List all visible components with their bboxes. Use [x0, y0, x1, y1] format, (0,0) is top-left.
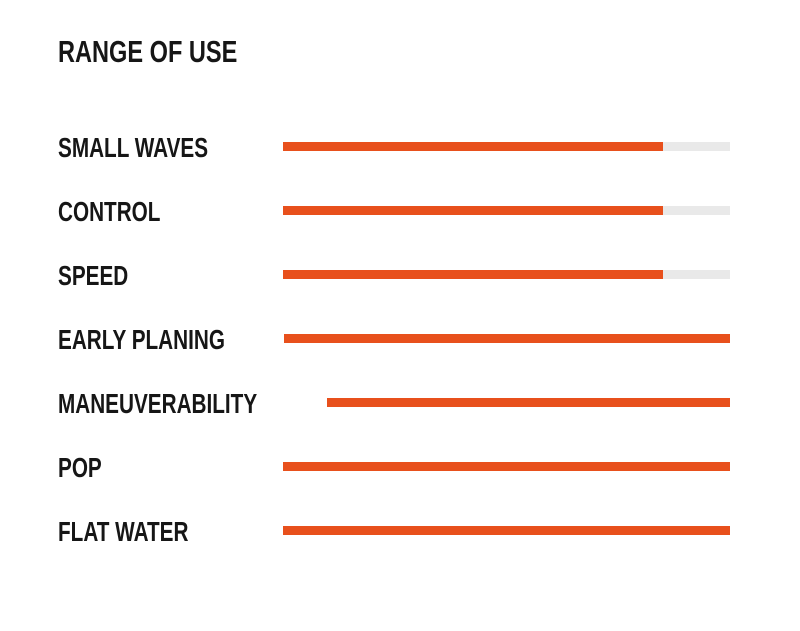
rating-bar-track [283, 525, 730, 535]
rating-bar-track [283, 141, 730, 151]
rating-bar-track [283, 269, 730, 279]
rating-row-label: EARLY PLANING [58, 324, 225, 355]
rating-rows: SMALL WAVES CONTROL SPEED EARLY PLANING [58, 116, 730, 564]
rating-bar-fill [283, 141, 663, 151]
rating-row-label: SMALL WAVES [58, 132, 209, 163]
rating-bar-track [283, 333, 730, 343]
rating-row: SPEED [58, 244, 730, 308]
rating-bar-fill [283, 461, 730, 471]
rating-row-label: SPEED [58, 260, 129, 291]
rating-row-label: CONTROL [58, 196, 161, 227]
rating-row: MANEUVERABILITY [58, 372, 730, 436]
rating-bar-fill [283, 525, 730, 535]
rating-row: EARLY PLANING [58, 308, 730, 372]
rating-row: POP [58, 436, 730, 500]
rating-bar-fill [283, 269, 663, 279]
rating-bar-track [283, 461, 730, 471]
rating-row-label: POP [58, 452, 102, 483]
rating-row: FLAT WATER [58, 500, 730, 564]
rating-bar-fill [283, 205, 663, 215]
rating-bar-track [283, 205, 730, 215]
rating-row: SMALL WAVES [58, 116, 730, 180]
rating-row-label: MANEUVERABILITY [58, 388, 258, 419]
rating-row: CONTROL [58, 180, 730, 244]
page-title: RANGE OF USE [58, 34, 238, 69]
rating-bar-fill [283, 333, 730, 343]
rating-row-label: FLAT WATER [58, 516, 189, 547]
rating-bar-track [327, 397, 730, 407]
rating-bar-fill [327, 397, 730, 407]
